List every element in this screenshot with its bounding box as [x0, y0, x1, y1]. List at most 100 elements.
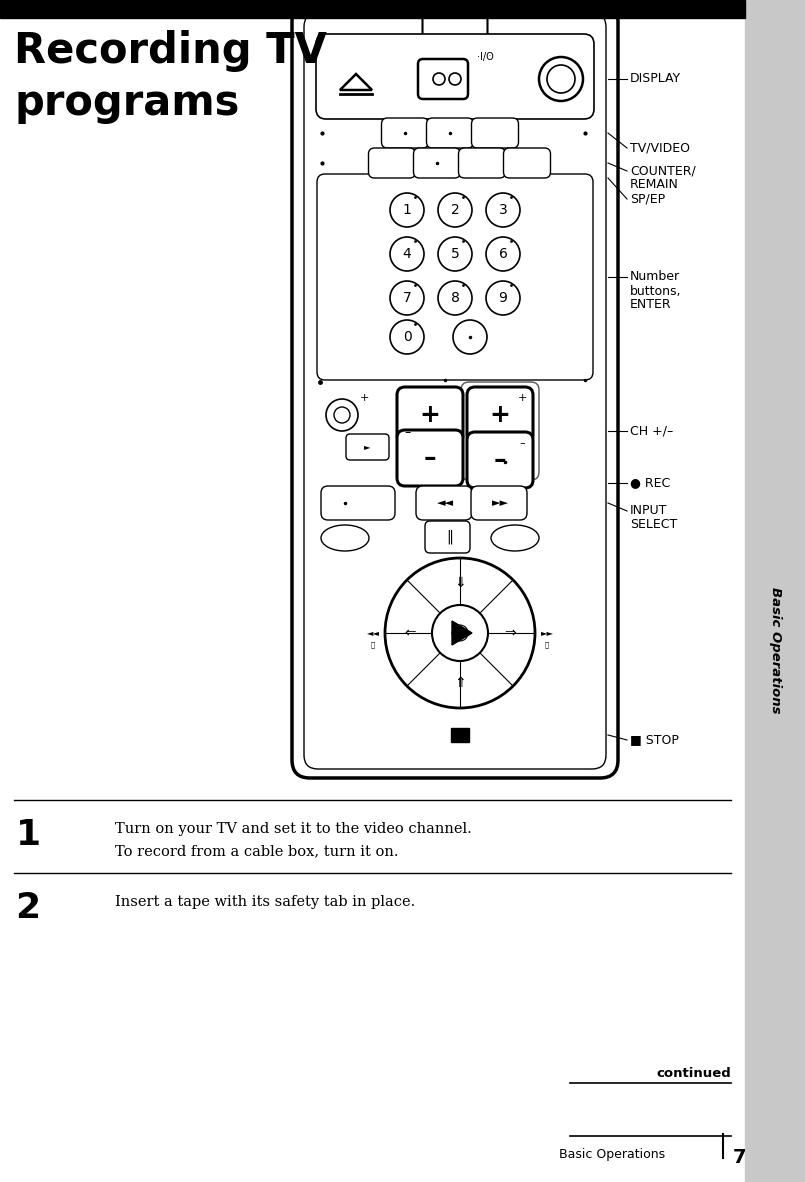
FancyBboxPatch shape — [503, 148, 551, 178]
Circle shape — [390, 281, 424, 314]
Circle shape — [453, 320, 487, 353]
Text: ⇓: ⇓ — [454, 576, 466, 590]
Circle shape — [449, 73, 461, 85]
Text: +: + — [489, 403, 510, 427]
Text: DISPLAY: DISPLAY — [630, 72, 681, 85]
Polygon shape — [452, 621, 472, 645]
Text: ⇒: ⇒ — [504, 626, 516, 639]
Text: ·I/ʘ: ·I/ʘ — [477, 52, 493, 61]
FancyBboxPatch shape — [382, 118, 428, 148]
Text: COUNTER/: COUNTER/ — [630, 164, 696, 177]
Ellipse shape — [321, 525, 369, 551]
Text: SELECT: SELECT — [630, 519, 677, 532]
Text: ‖: ‖ — [447, 530, 453, 544]
FancyBboxPatch shape — [397, 387, 463, 443]
Text: 8: 8 — [451, 291, 460, 305]
Circle shape — [433, 73, 445, 85]
Bar — [451, 728, 469, 742]
Bar — [0, 0, 745, 18]
Text: +: + — [419, 403, 440, 427]
Text: TV/VIDEO: TV/VIDEO — [630, 142, 690, 155]
Text: ENTER: ENTER — [630, 299, 671, 312]
Text: 1: 1 — [402, 203, 411, 217]
Circle shape — [438, 281, 472, 314]
Text: Ⓡ: Ⓡ — [545, 642, 549, 648]
Text: Basic Operations: Basic Operations — [769, 586, 782, 714]
FancyBboxPatch shape — [317, 174, 593, 379]
Circle shape — [432, 605, 488, 661]
Circle shape — [326, 400, 358, 431]
Text: Number: Number — [630, 271, 680, 284]
Text: 2: 2 — [451, 203, 460, 217]
FancyBboxPatch shape — [467, 431, 533, 488]
Text: CH +/–: CH +/– — [630, 424, 673, 437]
Text: +: + — [359, 392, 369, 403]
Text: ◄◄: ◄◄ — [366, 629, 379, 637]
FancyBboxPatch shape — [467, 387, 533, 443]
Text: programs: programs — [14, 82, 239, 124]
FancyBboxPatch shape — [461, 382, 539, 480]
Circle shape — [547, 65, 575, 93]
Polygon shape — [340, 74, 372, 90]
Text: 3: 3 — [498, 203, 507, 217]
FancyBboxPatch shape — [292, 4, 618, 778]
Text: 6: 6 — [498, 247, 507, 261]
Text: ►►: ►► — [540, 629, 554, 637]
FancyBboxPatch shape — [459, 148, 506, 178]
Text: Ⓡ: Ⓡ — [371, 642, 375, 648]
Ellipse shape — [491, 525, 539, 551]
Circle shape — [390, 238, 424, 271]
Text: 4: 4 — [402, 247, 411, 261]
FancyBboxPatch shape — [346, 434, 389, 460]
Text: 9: 9 — [498, 291, 507, 305]
Bar — [745, 0, 805, 1182]
Circle shape — [390, 320, 424, 353]
Text: Basic Operations: Basic Operations — [559, 1148, 665, 1161]
Text: 2: 2 — [15, 891, 40, 926]
Circle shape — [438, 193, 472, 227]
Circle shape — [390, 193, 424, 227]
FancyBboxPatch shape — [472, 118, 518, 148]
Text: ⇐: ⇐ — [404, 626, 416, 639]
Text: –: – — [405, 427, 411, 440]
Text: To record from a cable box, turn it on.: To record from a cable box, turn it on. — [115, 844, 398, 858]
FancyBboxPatch shape — [471, 486, 527, 520]
Text: 7: 7 — [402, 291, 411, 305]
Text: ◄◄: ◄◄ — [436, 498, 453, 508]
Circle shape — [438, 238, 472, 271]
Text: continued: continued — [656, 1067, 731, 1080]
Text: SP/EP: SP/EP — [630, 193, 665, 206]
Text: ■ STOP: ■ STOP — [630, 734, 679, 747]
Text: REMAIN: REMAIN — [630, 178, 679, 191]
Text: Recording TV: Recording TV — [14, 30, 327, 72]
Text: INPUT: INPUT — [630, 505, 667, 518]
Circle shape — [539, 57, 583, 100]
FancyBboxPatch shape — [397, 430, 463, 486]
FancyBboxPatch shape — [369, 148, 415, 178]
Text: –: – — [519, 439, 525, 448]
FancyBboxPatch shape — [423, 15, 488, 43]
Text: buttons,: buttons, — [630, 285, 682, 298]
Text: ►►: ►► — [492, 498, 509, 508]
Circle shape — [452, 625, 468, 641]
FancyBboxPatch shape — [414, 148, 460, 178]
Circle shape — [385, 558, 535, 708]
Text: –: – — [493, 448, 506, 472]
FancyBboxPatch shape — [418, 59, 468, 99]
Text: ● REC: ● REC — [630, 476, 671, 489]
Text: Insert a tape with its safety tab in place.: Insert a tape with its safety tab in pla… — [115, 895, 415, 909]
FancyBboxPatch shape — [316, 34, 594, 119]
FancyBboxPatch shape — [416, 486, 472, 520]
Circle shape — [486, 281, 520, 314]
Text: ⇑: ⇑ — [454, 676, 466, 690]
Text: 7: 7 — [733, 1148, 746, 1167]
Circle shape — [486, 193, 520, 227]
FancyBboxPatch shape — [321, 486, 395, 520]
Text: 5: 5 — [451, 247, 460, 261]
Text: ►: ► — [364, 442, 370, 452]
Circle shape — [486, 238, 520, 271]
FancyBboxPatch shape — [425, 521, 470, 553]
Text: 0: 0 — [402, 330, 411, 344]
FancyBboxPatch shape — [427, 118, 473, 148]
Text: –: – — [423, 446, 436, 470]
